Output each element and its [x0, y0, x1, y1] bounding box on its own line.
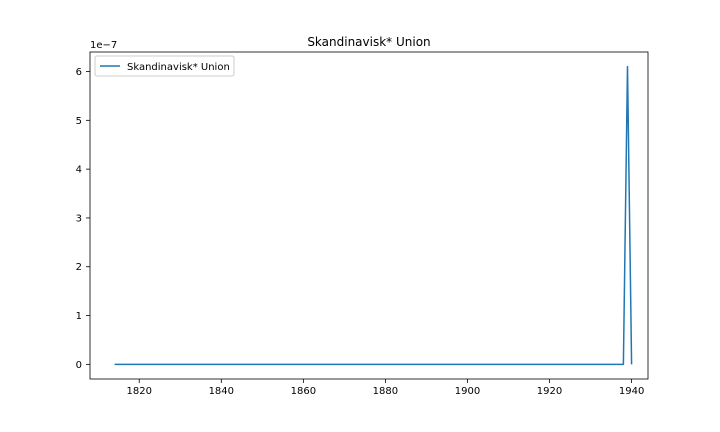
plot-area [89, 51, 649, 380]
x-tick-label: 1940 [619, 386, 644, 397]
x-tick-label: 1820 [127, 386, 152, 397]
y-tick-label: 6 [76, 67, 82, 78]
x-tick-label: 1840 [209, 386, 234, 397]
chart-title: Skandinavisk* Union [307, 35, 430, 49]
y-tick-label: 0 [76, 360, 82, 371]
y-axis: 0 1 2 3 4 5 6 [76, 67, 90, 371]
x-tick-label: 1880 [373, 386, 398, 397]
y-tick-label: 2 [76, 262, 82, 273]
legend-label: Skandinavisk* Union [127, 62, 230, 73]
x-axis: 1820 1840 1860 1880 1900 1920 1940 [127, 379, 644, 397]
x-tick-label: 1860 [291, 386, 316, 397]
legend-box [94, 55, 235, 77]
x-tick-label: 1920 [537, 386, 562, 397]
y-tick-label: 3 [76, 213, 82, 224]
legend: Skandinavisk* Union [94, 55, 235, 77]
series-line-0 [114, 65, 633, 366]
series-layer [114, 65, 633, 366]
y-tick-label: 1 [76, 311, 82, 322]
x-tick-label: 1900 [455, 386, 480, 397]
y-axis-offset-label: 1e−7 [90, 40, 117, 51]
axes-frame [89, 51, 649, 380]
y-tick-label: 4 [76, 165, 82, 176]
y-tick-label: 5 [76, 116, 82, 127]
